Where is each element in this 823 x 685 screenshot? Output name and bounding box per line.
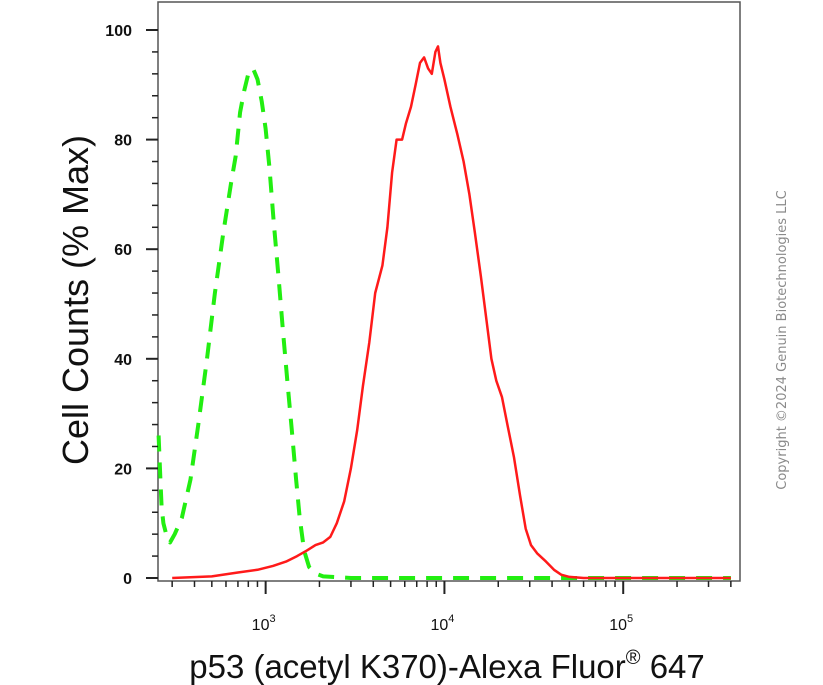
y-tick-label: 80 — [114, 133, 132, 150]
y-tick-label: 0 — [123, 571, 132, 588]
y-axis: 0 20 40 60 80 100 — [105, 23, 158, 588]
copyright-watermark: Copyright ©2024 Genuin Biotechnologies L… — [775, 190, 790, 489]
x-tick-label-base: 10 — [252, 617, 270, 634]
x-tick-label-exponent: 5 — [627, 613, 633, 625]
x-axis-label-registered-mark: ® — [626, 647, 641, 669]
x-tick-label: 105 — [609, 613, 633, 634]
x-tick-label-exponent: 3 — [269, 613, 275, 625]
x-axis-label: p53 (acetyl K370)-Alexa Fluor® 647 — [189, 647, 705, 685]
control-histogram-line — [156, 66, 731, 580]
plot-frame — [157, 1, 741, 582]
y-tick-label: 40 — [114, 352, 132, 369]
x-tick-label-base: 10 — [609, 617, 627, 634]
x-tick-label-exponent: 4 — [448, 613, 454, 625]
x-tick-label-base: 10 — [430, 617, 448, 634]
plot-area — [156, 1, 741, 582]
y-tick-label: 20 — [114, 461, 132, 478]
x-tick-label: 103 — [252, 613, 276, 634]
x-tick-label: 104 — [430, 613, 454, 634]
sample-histogram-line — [172, 45, 731, 580]
x-axis-label-suffix: 647 — [641, 648, 705, 685]
y-axis-label: Cell Counts (% Max) — [55, 135, 96, 465]
x-axis-label-text: p53 (acetyl K370)-Alexa Fluor — [189, 648, 626, 685]
y-tick-label: 100 — [105, 23, 132, 40]
y-tick-label: 60 — [114, 242, 132, 259]
x-axis: 103 104 105 — [171, 581, 732, 634]
